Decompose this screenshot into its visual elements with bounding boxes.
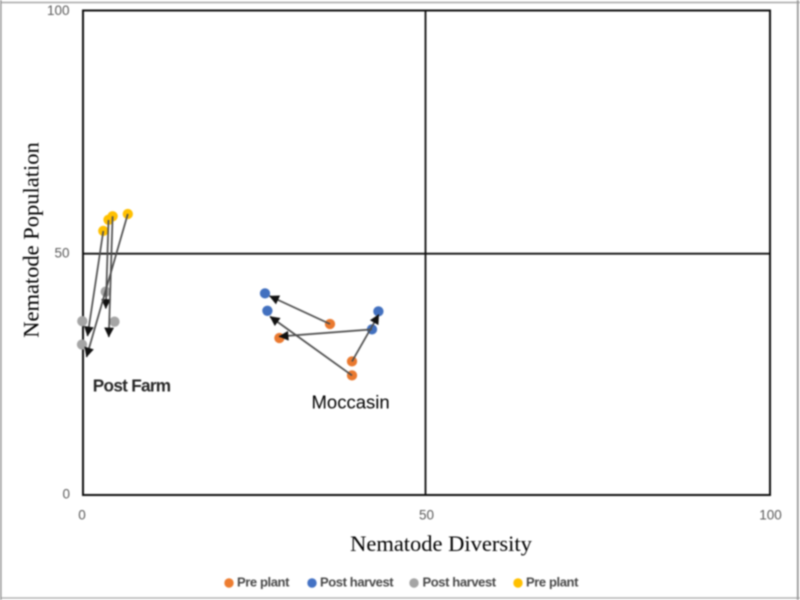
svg-text:100: 100 — [47, 3, 70, 18]
svg-text:Pre plant: Pre plant — [526, 574, 579, 589]
svg-text:Post harvest: Post harvest — [320, 574, 394, 589]
svg-text:Nematode Population: Nematode Population — [19, 142, 44, 338]
svg-text:Post Farm: Post Farm — [93, 376, 171, 396]
svg-text:Pre plant: Pre plant — [237, 574, 290, 589]
svg-text:Post harvest: Post harvest — [423, 574, 497, 589]
svg-text:50: 50 — [54, 246, 69, 261]
svg-text:Moccasin: Moccasin — [312, 392, 390, 413]
svg-text:0: 0 — [78, 508, 86, 523]
svg-text:Nematode Diversity: Nematode Diversity — [350, 531, 533, 556]
svg-text:50: 50 — [419, 508, 434, 523]
svg-text:100: 100 — [759, 508, 782, 523]
svg-text:0: 0 — [62, 487, 70, 502]
